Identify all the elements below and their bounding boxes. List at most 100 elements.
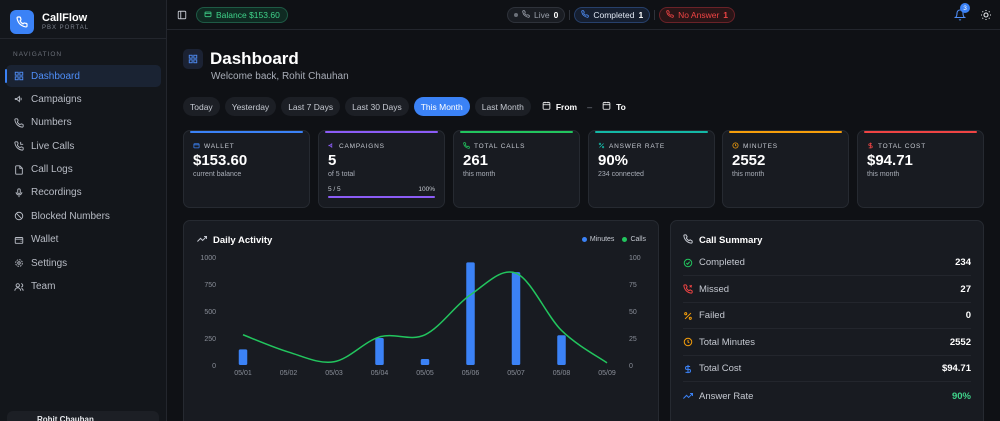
filter-this-month-button[interactable]: This Month — [413, 97, 470, 116]
legend-minutes[interactable]: Minutes — [581, 236, 614, 243]
legend-calls[interactable]: Calls — [622, 236, 646, 243]
completed-count: 1 — [638, 10, 644, 20]
from-label: From — [555, 101, 578, 112]
sidebar-item-wallet[interactable]: Wallet — [6, 229, 161, 251]
summary-value: 234 — [955, 257, 971, 268]
megaphone-icon — [328, 142, 335, 151]
card-label: WALLET — [193, 142, 235, 151]
x-tick-label: 05/02 — [280, 370, 298, 377]
topbar: Balance $153.60 Live 0 Completed 1 No An… — [167, 0, 1000, 30]
trending-up-icon — [683, 391, 693, 401]
sidebar-item-label: Call Logs — [31, 164, 73, 176]
nav-list: Dashboard Campaigns Numbers Live Calls C… — [5, 65, 161, 299]
brand-subtitle: PBX PORTAL — [42, 24, 90, 31]
dashboard-grid-icon — [183, 49, 203, 69]
sun-icon[interactable] — [980, 9, 992, 21]
card-label: CAMPAIGNS — [328, 142, 385, 151]
minutes-stat-card[interactable]: MINUTES 2552 this month — [722, 130, 849, 208]
welcome-text: Welcome back, Rohit Chauhan — [211, 71, 349, 82]
panel-title: Call Summary — [683, 234, 762, 247]
chart-legend: Minutes Calls — [581, 236, 646, 243]
calendar-icon — [542, 101, 551, 112]
bell-icon[interactable] — [953, 9, 967, 21]
divider — [0, 38, 166, 39]
x-tick-label: 05/08 — [553, 370, 571, 377]
sidebar-item-label: Dashboard — [31, 70, 80, 82]
bar-minutes — [238, 349, 248, 365]
filter-last-30-days-button[interactable]: Last 30 Days — [345, 97, 409, 116]
sidebar-item-dashboard[interactable]: Dashboard — [5, 65, 161, 87]
x-tick-label: 05/06 — [462, 370, 480, 377]
progress-bar-fill — [328, 196, 435, 198]
x-tick-label: 05/01 — [234, 370, 252, 377]
filter-last-7-days-button[interactable]: Last 7 Days — [281, 97, 341, 116]
sidebar-item-settings[interactable]: Settings — [6, 252, 161, 274]
card-value: 5 — [328, 152, 337, 169]
total-calls-stat-card[interactable]: TOTAL CALLS 261 this month — [453, 130, 580, 208]
log-icon — [14, 164, 24, 175]
card-accent-line — [729, 131, 842, 133]
y-left-tick-label: 750 — [204, 282, 216, 289]
card-label-text: ANSWER RATE — [609, 143, 665, 150]
megaphone-icon — [14, 94, 24, 104]
phone-icon — [683, 234, 693, 247]
to-label: To — [616, 101, 626, 112]
sidebar-item-label: Blocked Numbers — [31, 210, 110, 222]
sidebar-item-numbers[interactable]: Numbers — [6, 112, 161, 134]
summary-row-missed: Missed 27 — [683, 277, 971, 303]
total-cost-stat-card[interactable]: TOTAL COST $94.71 this month — [857, 130, 984, 208]
legend-swatch-calls — [622, 237, 628, 242]
nav-section-label: NAVIGATION — [13, 51, 63, 58]
filter-yesterday-button[interactable]: Yesterday — [224, 97, 277, 116]
sidebar-toggle-icon[interactable] — [177, 9, 187, 20]
card-value: 90% — [598, 152, 629, 169]
summary-row-completed: Completed 234 — [683, 250, 971, 276]
wallet-icon — [204, 10, 212, 20]
phone-missed-icon — [666, 10, 674, 20]
x-tick-label: 05/09 — [598, 370, 616, 377]
from-date-picker[interactable]: From — [536, 97, 583, 116]
summary-label: Total Minutes — [699, 336, 755, 348]
status-dot-icon — [514, 13, 518, 17]
sidebar-item-team[interactable]: Team — [6, 276, 161, 298]
x-tick-label: 05/07 — [507, 370, 525, 377]
sidebar-item-label: Wallet — [31, 234, 59, 246]
answer-rate-stat-card[interactable]: ANSWER RATE 90% 234 connected — [588, 130, 715, 208]
divider — [654, 10, 656, 20]
card-subtext: current balance — [193, 171, 242, 178]
live-calls-pill[interactable]: Live 0 — [507, 7, 566, 23]
brand[interactable]: CallFlow PBX PORTAL — [0, 2, 166, 42]
filter-last-month-button[interactable]: Last Month — [474, 97, 531, 116]
phone-icon — [522, 10, 530, 20]
completed-calls-pill[interactable]: Completed 1 — [574, 7, 651, 23]
sidebar-item-label: Team — [31, 281, 56, 293]
y-left-tick-label: 500 — [204, 309, 216, 316]
card-subtext: this month — [867, 171, 900, 178]
legend-swatch-minutes — [581, 237, 587, 242]
no-answer-pill[interactable]: No Answer 1 — [659, 7, 736, 23]
user-card[interactable]: Rohit Chauhan — [7, 411, 159, 421]
sidebar-item-recordings[interactable]: Recordings — [6, 182, 161, 204]
card-label-text: CAMPAIGNS — [339, 143, 385, 150]
phone-icon — [463, 142, 470, 151]
sidebar-item-live-calls[interactable]: Live Calls — [6, 135, 161, 157]
filter-today-button[interactable]: Today — [183, 97, 220, 116]
team-icon — [14, 282, 24, 292]
card-accent-line — [325, 131, 438, 133]
sidebar-item-campaigns[interactable]: Campaigns — [6, 88, 161, 110]
summary-row-answer-rate: Answer Rate 90% — [683, 383, 971, 409]
balance-badge[interactable]: Balance $153.60 — [196, 7, 288, 23]
summary-value: $94.71 — [941, 363, 971, 375]
sidebar-item-call-logs[interactable]: Call Logs — [6, 159, 161, 181]
summary-row-total-minutes: Total Minutes 2552 — [683, 330, 971, 356]
check-circle-icon — [683, 258, 693, 268]
to-date-picker[interactable]: To — [596, 97, 632, 116]
campaigns-stat-card[interactable]: CAMPAIGNS 5 of 5 total 5 / 5 100% — [318, 130, 445, 208]
wallet-stat-card[interactable]: WALLET $153.60 current balance — [183, 130, 310, 208]
sidebar-item-blocked-numbers[interactable]: Blocked Numbers — [6, 205, 161, 227]
summary-value: 0 — [965, 310, 971, 322]
y-left-tick-label: 0 — [212, 363, 216, 370]
card-label-text: TOTAL COST — [878, 143, 926, 150]
legend-label: Calls — [630, 236, 646, 243]
